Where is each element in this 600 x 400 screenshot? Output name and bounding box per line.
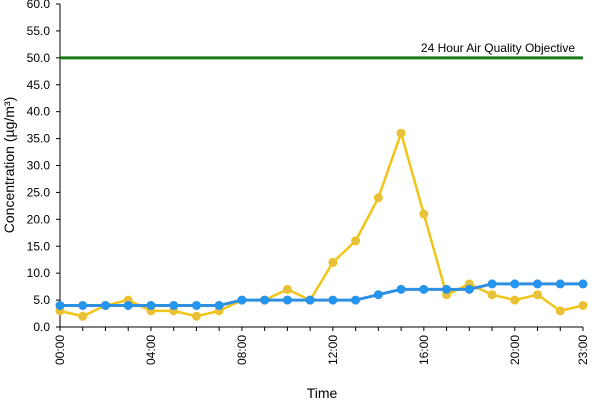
y-tick-label: 20.0 xyxy=(27,212,51,226)
x-axis-title: Time xyxy=(307,385,338,400)
series-2-point xyxy=(55,300,65,310)
series-1-point xyxy=(533,290,543,300)
series-1-point xyxy=(351,236,361,246)
x-tick-label: 23:00 xyxy=(576,335,590,365)
y-tick-label: 60.0 xyxy=(27,0,51,11)
y-axis-title: Concentration (µg/m³) xyxy=(1,97,17,233)
series-1-point xyxy=(510,295,520,305)
series-2-point xyxy=(237,295,247,305)
x-tick-label: 04:00 xyxy=(144,335,158,365)
series-2-point xyxy=(373,290,383,300)
series-2-point xyxy=(555,279,565,289)
y-tick-label: 10.0 xyxy=(27,266,51,280)
x-tick-label: 08:00 xyxy=(235,335,249,365)
series-1-point xyxy=(191,311,201,321)
series-1-point xyxy=(487,290,497,300)
series-2-point xyxy=(442,284,452,294)
series-2-point xyxy=(464,284,474,294)
series-2-point xyxy=(510,279,520,289)
series-2-point xyxy=(191,300,201,310)
series-2-point xyxy=(100,300,110,310)
label-layer: 0.0 5.0 10.0 15.0 20.0 25.0 30.0 35.0 40.0 45.0 50… xyxy=(27,0,590,365)
series-1-point xyxy=(373,193,383,203)
series-2-point xyxy=(419,284,429,294)
series-2-point xyxy=(146,300,156,310)
series-line-1 xyxy=(59,131,584,318)
y-tick-label: 25.0 xyxy=(27,185,51,199)
y-tick-label: 5.0 xyxy=(33,293,50,307)
y-tick-label: 40.0 xyxy=(27,105,51,119)
x-tick-label: 00:00 xyxy=(53,335,67,365)
y-tick-label: 0.0 xyxy=(33,320,50,334)
series-1-point xyxy=(555,306,565,316)
series-2-point xyxy=(260,295,270,305)
reference-line-layer: 24 Hour Air Quality Objective xyxy=(60,41,583,60)
series-layer xyxy=(55,128,588,321)
y-tick-label: 55.0 xyxy=(27,24,51,38)
series-2-point xyxy=(396,284,406,294)
series-2-point xyxy=(533,279,543,289)
series-2-point xyxy=(487,279,497,289)
series-1-point xyxy=(282,284,292,294)
series-2-point xyxy=(78,300,88,310)
axes-layer xyxy=(56,3,584,331)
series-2-point xyxy=(169,300,179,310)
series-2-point xyxy=(214,300,224,310)
series-1-point xyxy=(396,128,406,138)
series-2-point xyxy=(578,279,588,289)
y-tick-label: 30.0 xyxy=(27,159,51,173)
x-tick-label: 12:00 xyxy=(326,335,340,365)
series-2-point xyxy=(123,300,133,310)
y-tick-label: 15.0 xyxy=(27,239,51,253)
y-tick-label: 50.0 xyxy=(27,51,51,65)
series-2-point xyxy=(351,295,361,305)
series-2-point xyxy=(328,295,338,305)
y-tick-label: 45.0 xyxy=(27,78,51,92)
series-2-point xyxy=(282,295,292,305)
series-line-2 xyxy=(60,282,583,307)
x-tick-label: 20:00 xyxy=(508,335,522,365)
reference-line-label: 24 Hour Air Quality Objective xyxy=(421,41,575,55)
series-1-point xyxy=(419,209,429,219)
y-tick-label: 35.0 xyxy=(27,132,51,146)
x-tick-label: 16:00 xyxy=(417,335,431,365)
series-2-point xyxy=(305,295,315,305)
series-1-point xyxy=(78,311,88,321)
series-1-point xyxy=(328,257,338,267)
series-1-point xyxy=(578,300,588,310)
